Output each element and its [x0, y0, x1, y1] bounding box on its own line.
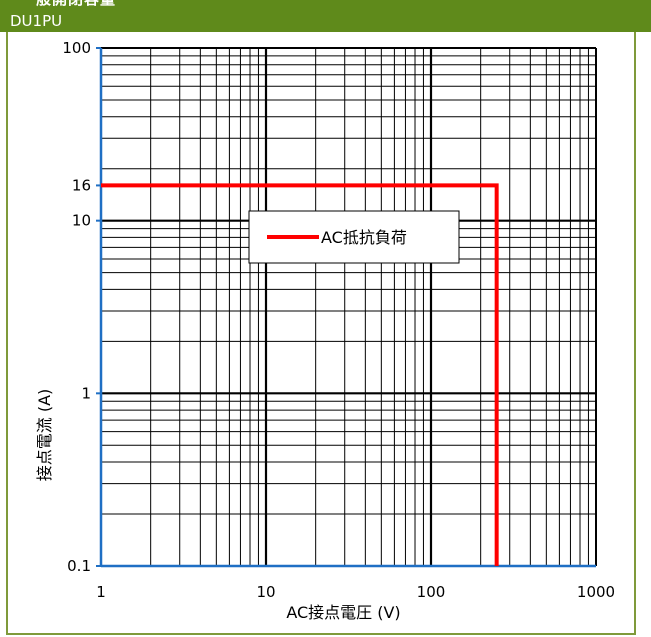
- x-tick-label: 1: [96, 583, 106, 601]
- y-tick-label: 10: [72, 212, 91, 230]
- series-line-ac-resistive-load: [101, 183, 499, 566]
- x-tick-label: 100: [417, 583, 446, 601]
- y-tick-label: 100: [62, 39, 91, 57]
- panel-frame: [6, 32, 636, 635]
- x-axis-label: AC接点電圧 (V): [286, 603, 400, 622]
- y-axis-label: 接点電流 (A): [35, 389, 54, 482]
- legend-label: AC抵抗負荷: [321, 228, 407, 247]
- y-tick-label: 0.1: [67, 557, 91, 575]
- x-tick-label: 10: [256, 583, 275, 601]
- x-tick-label: 1000: [577, 583, 615, 601]
- model-label: DU1PU: [10, 12, 63, 30]
- plot-area: [101, 48, 596, 566]
- y-tick-label: 16: [72, 176, 91, 194]
- y-tick-label: 1: [81, 384, 91, 402]
- header-bar: 一般開閉容量 DU1PU: [0, 0, 651, 32]
- header-clipped-title: 一般開閉容量: [20, 0, 116, 9]
